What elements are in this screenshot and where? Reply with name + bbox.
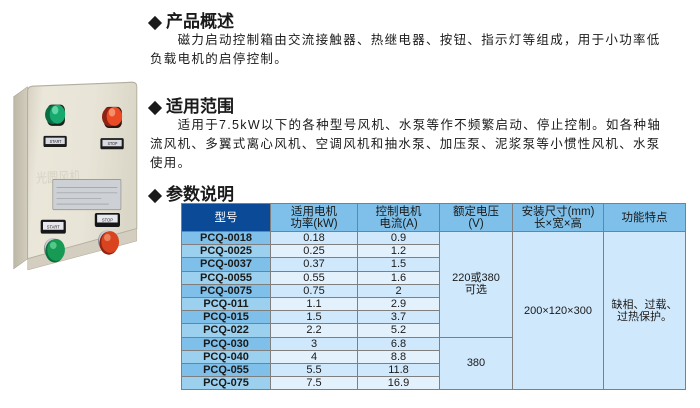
svg-text:START: START [50,138,62,143]
svg-text:STOP: STOP [108,141,118,146]
svg-text:STOP: STOP [102,217,113,222]
svg-text:START: START [47,224,60,229]
